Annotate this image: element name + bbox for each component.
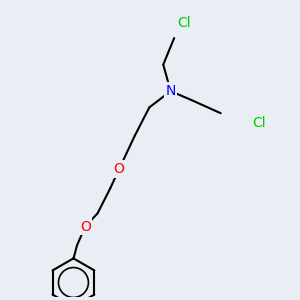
- Text: N: N: [165, 84, 176, 98]
- Text: O: O: [114, 162, 124, 176]
- Text: Cl: Cl: [177, 16, 191, 30]
- Text: Cl: Cl: [252, 116, 266, 130]
- Text: O: O: [80, 220, 91, 234]
